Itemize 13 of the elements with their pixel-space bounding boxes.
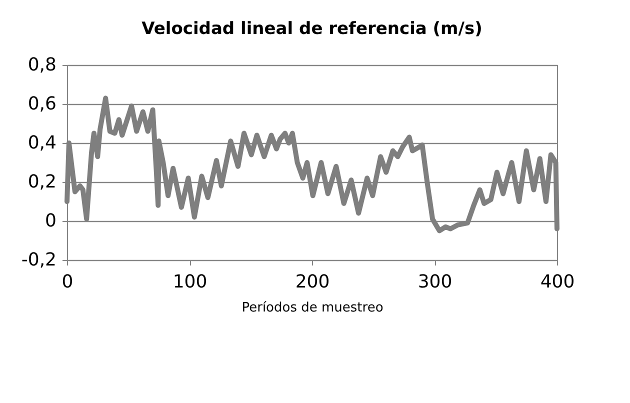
y-tick-label: -0,2 (21, 250, 56, 270)
x-tick-label: 200 (295, 272, 330, 292)
x-axis-title: Períodos de muestreo (242, 300, 384, 316)
y-tick-label: 0 (45, 210, 56, 232)
y-tick-label: 0,6 (28, 94, 56, 114)
y-tick-label: 0,2 (28, 172, 56, 192)
y-tick-label: 0,8 (28, 54, 56, 76)
x-tick-label: 100 (172, 272, 208, 292)
x-tick-label: 400 (540, 272, 575, 292)
x-tick-label: 0 (62, 272, 74, 292)
y-tick-label: 0,4 (28, 132, 56, 154)
chart-title: Velocidad lineal de referencia (m/s) (142, 19, 482, 39)
x-tick-label: 300 (418, 272, 452, 292)
